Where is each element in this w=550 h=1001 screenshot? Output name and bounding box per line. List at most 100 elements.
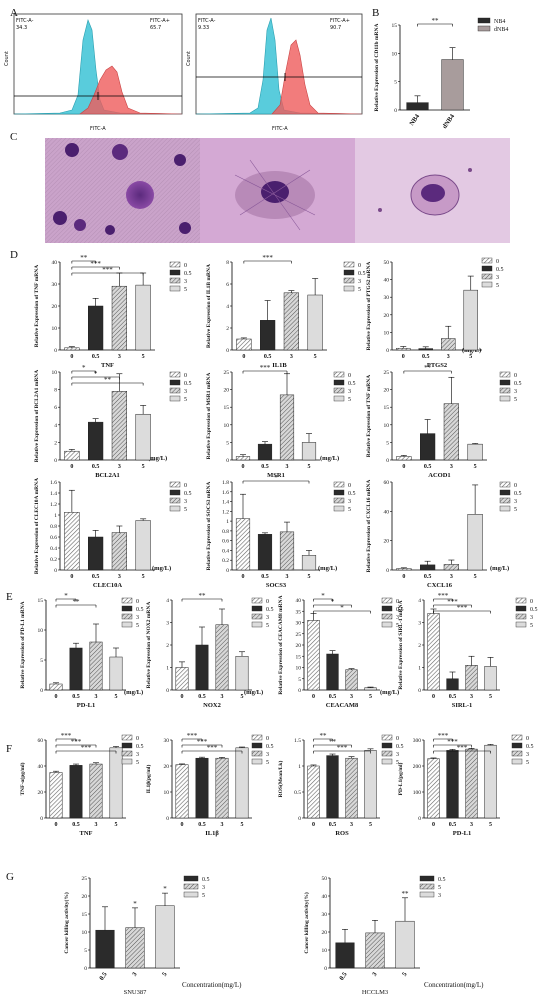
- y-tick-label: 25: [384, 370, 390, 376]
- legend-swatch: [511, 750, 523, 757]
- legend-label: 0: [136, 736, 139, 742]
- bar: [135, 284, 151, 351]
- y-tick-label: 20: [82, 894, 88, 900]
- legend-swatch: [481, 273, 493, 280]
- y-axis-label: Relative Expression of MSR1 mRNA: [206, 373, 212, 460]
- bar: [64, 450, 80, 461]
- y-axis-label: Relative Expression of IL1B mRNA: [206, 264, 212, 348]
- x-axis-label: PD-L1: [77, 702, 95, 709]
- legend-swatch: [343, 285, 355, 292]
- y-tick-label: 20: [384, 539, 390, 545]
- bar: [441, 338, 456, 351]
- legend-swatch: [169, 505, 181, 512]
- bar: [111, 532, 127, 571]
- bar: [279, 531, 295, 571]
- y-tick-label: 40: [52, 260, 58, 266]
- x-tick-label: 0.5: [92, 354, 100, 360]
- y-axis-label: Relative Expression of CLEC10A mRNA: [34, 478, 40, 574]
- x-tick-label: 0.5: [198, 694, 206, 700]
- y-tick-label: 5: [226, 440, 229, 446]
- legend-swatch: [121, 734, 133, 741]
- x-tick-label: 3: [118, 574, 121, 580]
- legend-label: 5: [514, 397, 517, 403]
- legend-swatch: [499, 387, 511, 394]
- chart-socs3: 0 0.2 0.4 0.6 0.8 1 1.2 1.4 1.6 1.8 0 0.5 3 5 * SOCS3 Re…: [206, 474, 356, 589]
- legend-swatch: [333, 387, 345, 394]
- x-tick-label: 5: [474, 464, 477, 470]
- chart-snu387: 0 5 10 15 20 25 0.5 3 5 * * SNU387 Cancer killing ac…: [63, 875, 210, 996]
- y-tick-label: 0: [418, 688, 421, 694]
- sig-star: **: [104, 376, 112, 384]
- legend-label: 3: [514, 389, 517, 395]
- legend-swatch: [511, 734, 523, 741]
- bar: [88, 536, 104, 571]
- y-tick-label: 1.4: [50, 491, 57, 497]
- bar: [326, 653, 339, 691]
- x-tick-label: 3: [286, 464, 289, 470]
- y-tick-label: 10: [82, 930, 88, 936]
- x-tick-label: 0: [312, 822, 315, 828]
- bar: [69, 765, 83, 819]
- micrograph-1: [45, 138, 200, 243]
- bar: [467, 514, 483, 571]
- y-tick-label: 25: [224, 370, 230, 376]
- x-axis-label: IL1β: [205, 830, 219, 837]
- y-tick-label: 0.4: [50, 546, 57, 552]
- x-tick-label: 3: [470, 822, 473, 828]
- y-tick-label: 50: [384, 260, 390, 266]
- x-axis-label: TNF: [80, 830, 93, 837]
- y-tick-label: 0: [54, 568, 57, 574]
- y-axis-label: Relative Expression of NOX2 mRNA: [146, 602, 152, 689]
- x-tick-label: 0: [432, 694, 435, 700]
- bar: [235, 656, 249, 691]
- bar: [89, 763, 103, 819]
- y-axis-label: Relative Expression of TNF mRNA: [366, 375, 372, 457]
- legend-label: 0: [184, 483, 187, 489]
- y-tick-label: 10: [384, 423, 390, 429]
- bar: [135, 520, 151, 571]
- bar: [111, 391, 127, 461]
- legend-swatch: [121, 621, 133, 628]
- y-tick-label: 0: [298, 816, 301, 822]
- legend-label: 5: [526, 760, 529, 766]
- legend-label: 0.5: [202, 877, 210, 883]
- x-axis-label: SOCS3: [266, 582, 287, 589]
- y-tick-label: 1.5: [294, 738, 301, 744]
- bar: [443, 403, 459, 461]
- y-tick-label: 1: [226, 519, 229, 525]
- sig-star: *: [64, 592, 68, 600]
- legend-swatch: [251, 742, 263, 749]
- legend-swatch: [499, 489, 511, 496]
- x-tick-label: NB4: [408, 113, 421, 128]
- y-tick-label: 15: [296, 654, 302, 660]
- sig-star: *: [274, 474, 278, 482]
- legend-swatch: [515, 597, 527, 604]
- x-tick-label: 0: [312, 694, 315, 700]
- y-tick-label: 0: [298, 688, 301, 694]
- legend-label: 3: [396, 615, 399, 621]
- panel-letter-b: B: [372, 7, 379, 19]
- x-tick-label: 0.5: [92, 464, 100, 470]
- y-tick-label: 20: [384, 388, 390, 394]
- y-axis-label: ROS(Mean/Lk): [277, 760, 284, 797]
- y-tick-label: 20: [224, 388, 230, 394]
- x-tick-label: 3: [450, 574, 453, 580]
- legend-label: 5: [184, 287, 187, 293]
- bar: [175, 764, 189, 819]
- legend-label: 0.5: [184, 381, 192, 387]
- bar: [364, 687, 377, 691]
- sig-star: **: [402, 890, 410, 898]
- sig-star: ***: [447, 738, 458, 746]
- x-tick-label: 0: [181, 694, 184, 700]
- legend-label: 5: [202, 893, 205, 899]
- y-tick-label: 15: [82, 912, 88, 918]
- y-tick-label: 0: [84, 966, 87, 972]
- legend-label: dNB4: [494, 27, 508, 33]
- x-tick-label: 5: [489, 694, 492, 700]
- legend-label: 5: [438, 885, 441, 891]
- y-tick-label: 0.8: [222, 529, 229, 535]
- x-tick-label: 3: [447, 354, 450, 360]
- legend-label: 5: [396, 623, 399, 629]
- bar: [88, 421, 104, 461]
